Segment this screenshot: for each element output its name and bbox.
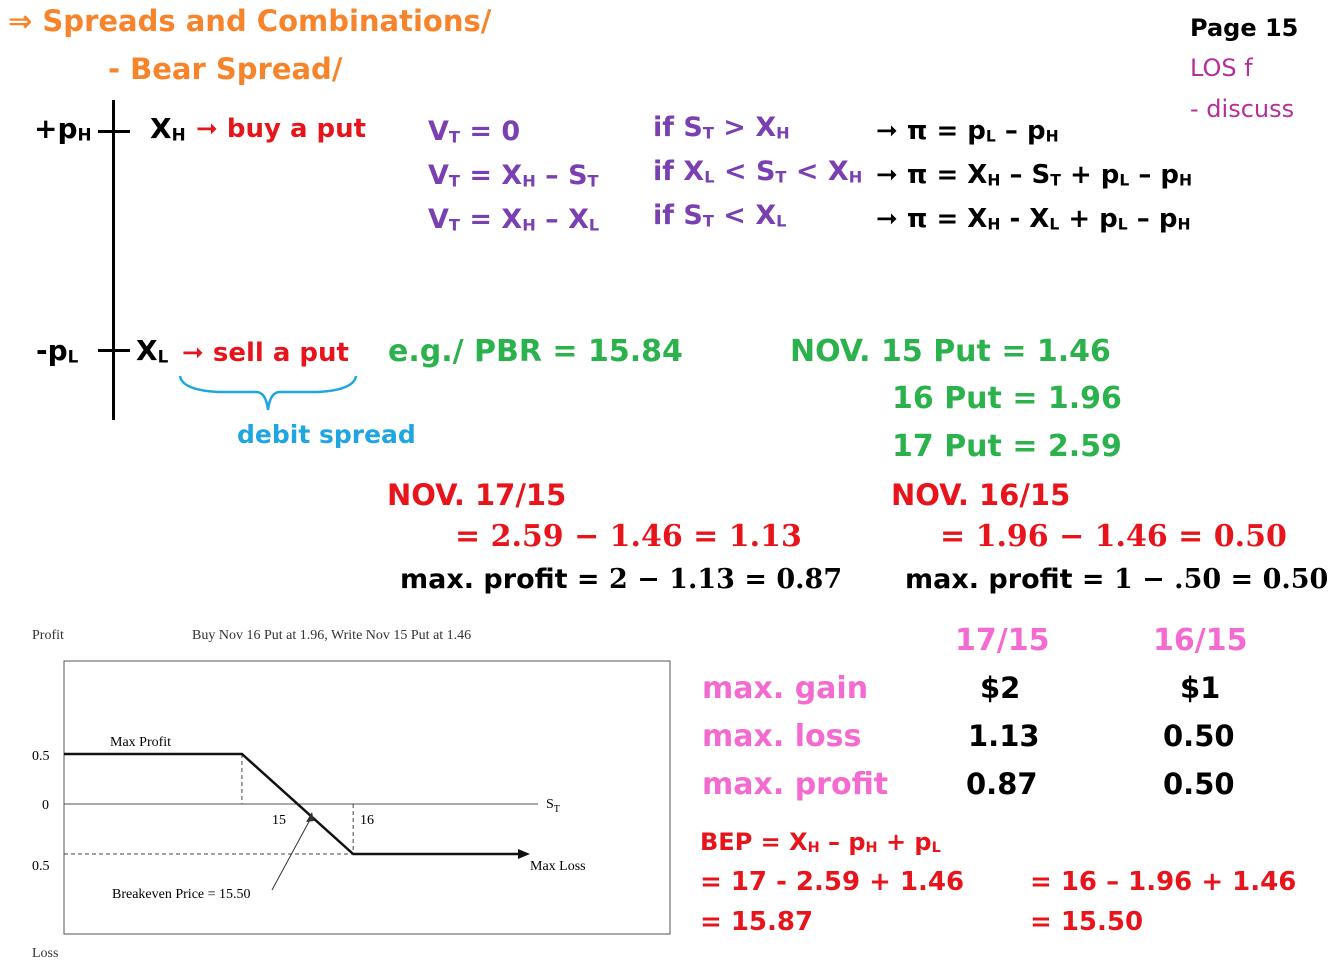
buy-put-label: ➞ buy a put (196, 114, 367, 144)
calc-right-equation: = 1.96 − 1.46 = 0.50 (940, 519, 1287, 554)
breakeven-pointer-arrowhead (306, 812, 314, 822)
max-loss-arrowhead (518, 849, 530, 859)
breakeven-pointer-line (271, 815, 313, 891)
discuss-label: - discuss (1190, 95, 1295, 123)
summary-col-16-15: 16/15 (1153, 623, 1248, 658)
calc-left-title: NOV. 17/15 (387, 478, 567, 512)
calc-left-equation: = 2.59 − 1.46 = 1.13 (455, 519, 802, 554)
xtick-16: 16 (360, 813, 374, 828)
calc-right-max-profit: max. profit = 1 − .50 = 0.50 (905, 564, 1329, 595)
chart-frame (63, 660, 671, 935)
payoff-condition-row-1: if ST > XH (653, 112, 790, 143)
payoff-value-row-3: VT = XH – XL (428, 204, 600, 235)
brace-icon (178, 375, 358, 411)
max-profit-label: Max Profit (110, 735, 171, 750)
profit-formula-row-2: ➞ π = XH – ST + pL – pH (876, 160, 1193, 190)
summary-max-loss-16-15: 0.50 (1163, 719, 1235, 753)
ytick-zero: 0 (42, 798, 49, 813)
max-loss-label: Max Loss (530, 859, 586, 874)
nov-15-put: NOV. 15 Put = 1.46 (790, 334, 1111, 369)
implies-arrow: ⇒ (8, 4, 33, 38)
chart-title: Buy Nov 16 Put at 1.96, Write Nov 15 Put… (192, 628, 472, 643)
calc-right-title: NOV. 16/15 (891, 478, 1071, 512)
payoff-value-row-1: VT = 0 (428, 116, 521, 147)
page-number: Page 15 (1190, 14, 1299, 42)
chart-profit-label: Profit (32, 628, 64, 643)
bep-right-line-2: = 15.50 (1030, 907, 1144, 937)
chart-loss-label: Loss (32, 946, 59, 961)
strike-low: XL (136, 334, 169, 367)
summary-col-17-15: 17/15 (955, 623, 1050, 658)
example-pbr: e.g./ PBR = 15.84 (388, 334, 683, 369)
payoff-condition-row-3: if ST < XL (653, 200, 787, 231)
ytick-top: 0.5 (32, 749, 50, 764)
nov-16-put: 16 Put = 1.96 (892, 381, 1122, 416)
summary-max-gain-17-15: $2 (980, 671, 1021, 705)
minus-premium-low: -pL (36, 334, 79, 367)
summary-max-loss-17-15: 1.13 (968, 719, 1040, 753)
nov-17-put: 17 Put = 2.59 (892, 429, 1122, 464)
chart-plot: 0.5 0 0.5 15 16 Max Profit Max Loss Brea… (32, 660, 671, 935)
summary-max-profit-16-15: 0.50 (1163, 767, 1235, 801)
summary-max-profit-17-15: 0.87 (966, 767, 1038, 801)
vertical-axis-line (112, 100, 115, 420)
st-axis-label: ST (546, 797, 560, 815)
bep-left-line-2: = 15.87 (700, 907, 814, 937)
profit-formula-row-3: ➞ π = XH - XL + pL – pH (876, 204, 1191, 234)
bep-formula: BEP = XH – pH + pL (700, 828, 941, 857)
summary-label-max-profit: max. profit (702, 767, 889, 802)
plus-premium-high: +pH (34, 112, 92, 145)
sell-put-label: ➞ sell a put (182, 338, 349, 368)
summary-label-max-gain: max. gain (702, 671, 869, 706)
upper-tick (98, 130, 130, 133)
payoff-condition-row-2: if XL < ST < XH (653, 156, 863, 187)
breakeven-label: Breakeven Price = 15.50 (112, 887, 251, 902)
title-text: Spreads and Combinations/ (42, 4, 492, 38)
payoff-series-line (64, 752, 520, 856)
xtick-15: 15 (272, 813, 286, 828)
payoff-chart: Profit Buy Nov 16 Put at 1.96, Write Nov… (0, 620, 680, 961)
summary-max-gain-16-15: $1 (1180, 671, 1221, 705)
strike-high: XH (150, 112, 186, 145)
bep-left-line-1: = 17 - 2.59 + 1.46 (700, 867, 965, 897)
payoff-value-row-2: VT = XH – ST (428, 160, 599, 191)
los-label: LOS f (1190, 54, 1253, 82)
title: ⇒ Spreads and Combinations/ (8, 4, 491, 38)
summary-label-max-loss: max. loss (702, 719, 862, 754)
debit-spread-label: debit spread (237, 420, 416, 449)
profit-formula-row-1: ➞ π = pL – pH (876, 116, 1059, 146)
ytick-bottom: 0.5 (32, 859, 50, 874)
bep-right-line-1: = 16 – 1.96 + 1.46 (1030, 867, 1297, 897)
subtitle: - Bear Spread/ (108, 52, 343, 86)
lower-tick (98, 349, 130, 352)
calc-left-max-profit: max. profit = 2 − 1.13 = 0.87 (400, 564, 843, 595)
